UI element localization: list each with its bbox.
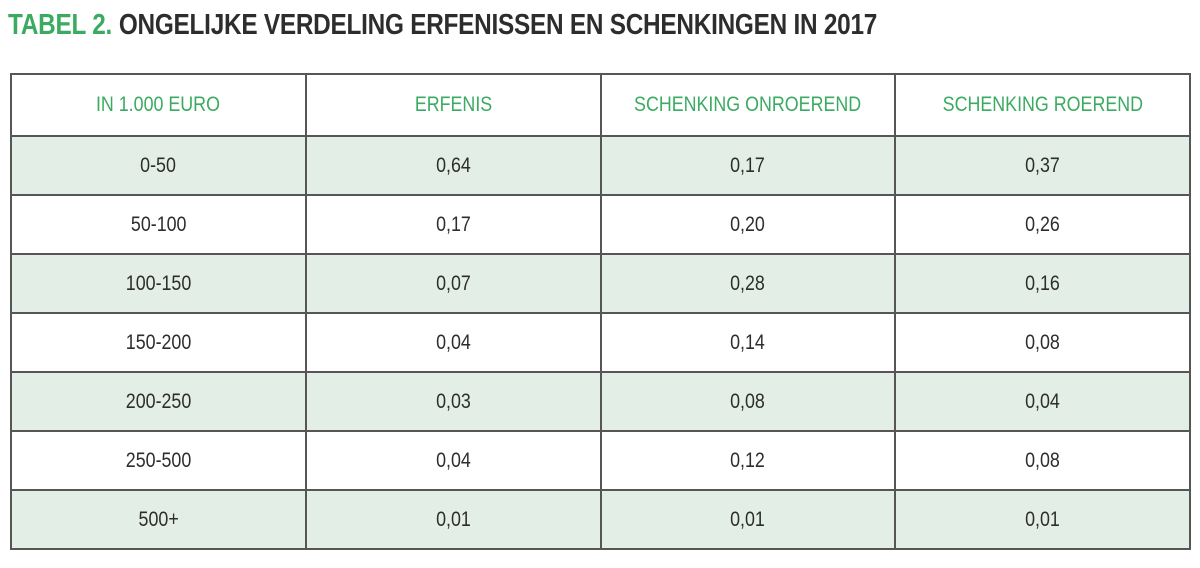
table-cell: 0,08 <box>894 430 1191 491</box>
cell-text: 0,03 <box>435 389 471 413</box>
table-body: 0-50 0,64 0,17 0,37 50-100 0,17 0,20 0,2… <box>10 135 1191 550</box>
table-row: 200-250 0,03 0,08 0,04 <box>10 371 1191 432</box>
cell-text: 0,37 <box>1025 153 1060 177</box>
cell-text: 0,08 <box>1025 330 1060 354</box>
row-label-cell: 0-50 <box>10 135 307 196</box>
row-label-cell: 50-100 <box>10 194 307 255</box>
table-cell: 0,28 <box>599 253 897 314</box>
table-cell: 0,17 <box>599 135 897 196</box>
figure-title-prefix: TABEL 2. <box>8 9 113 41</box>
table-cell: 0,04 <box>894 371 1191 432</box>
table-cell: 0,01 <box>599 489 897 550</box>
cell-text: 100-150 <box>125 271 192 295</box>
cell-text: 0,17 <box>730 153 766 177</box>
table-cell: 0,08 <box>599 371 897 432</box>
table-row: 100-150 0,07 0,28 0,16 <box>10 253 1191 314</box>
cell-text: 0,04 <box>435 448 471 472</box>
table-cell: 0,16 <box>894 253 1191 314</box>
table-cell: 0,26 <box>894 194 1191 255</box>
cell-text: 250-500 <box>125 448 192 472</box>
table-cell: 0,03 <box>304 371 602 432</box>
table-row: 250-500 0,04 0,12 0,08 <box>10 430 1191 491</box>
cell-text: 0,08 <box>1025 448 1060 472</box>
cell-text: 50-100 <box>130 212 187 236</box>
table-cell: 0,64 <box>304 135 602 196</box>
row-label-cell: 500+ <box>10 489 307 550</box>
row-label-cell: 100-150 <box>10 253 307 314</box>
column-header-schenking-roerend: SCHENKING ROEREND <box>894 73 1191 137</box>
table-cell: 0,12 <box>599 430 897 491</box>
table-row: 0-50 0,64 0,17 0,37 <box>10 135 1191 196</box>
column-header-in-1000-euro: IN 1.000 EURO <box>10 73 307 137</box>
row-label-cell: 200-250 <box>10 371 307 432</box>
header-text: IN 1.000 EURO <box>96 93 221 116</box>
header-row: IN 1.000 EURO ERFENIS SCHENKING ONROEREN… <box>10 73 1191 137</box>
table-cell: 0,04 <box>304 430 602 491</box>
header-text: SCHENKING ROEREND <box>942 93 1143 116</box>
cell-text: 0,08 <box>730 389 766 413</box>
table-cell: 0,14 <box>599 312 897 373</box>
table-row: 150-200 0,04 0,14 0,08 <box>10 312 1191 373</box>
table-cell: 0,07 <box>304 253 602 314</box>
figure-title-text: ONGELIJKE VERDELING ERFENISSEN EN SCHENK… <box>118 9 878 41</box>
table-row: 500+ 0,01 0,01 0,01 <box>10 489 1191 550</box>
cell-text: 200-250 <box>125 389 192 413</box>
cell-text: 0,20 <box>730 212 766 236</box>
cell-text: 0,01 <box>1025 507 1060 531</box>
cell-text: 0-50 <box>140 153 177 177</box>
table-cell: 0,08 <box>894 312 1191 373</box>
cell-text: 0,12 <box>730 448 766 472</box>
table-header: IN 1.000 EURO ERFENIS SCHENKING ONROEREN… <box>10 73 1191 137</box>
cell-text: 0,07 <box>435 271 471 295</box>
row-label-cell: 150-200 <box>10 312 307 373</box>
cell-text: 150-200 <box>125 330 192 354</box>
cell-text: 0,01 <box>730 507 766 531</box>
cell-text: 0,04 <box>1025 389 1060 413</box>
cell-text: 500+ <box>138 507 179 531</box>
column-header-schenking-onroerend: SCHENKING ONROEREND <box>599 73 897 137</box>
table-cell: 0,04 <box>304 312 602 373</box>
figure-title-inner: TABEL 2. ONGELIJKE VERDELING ERFENISSEN E… <box>8 9 878 42</box>
cell-text: 0,64 <box>435 153 471 177</box>
table-cell: 0,01 <box>304 489 602 550</box>
table-cell: 0,20 <box>599 194 897 255</box>
header-text: SCHENKING ONROEREND <box>634 93 862 116</box>
cell-text: 0,26 <box>1025 212 1060 236</box>
cell-text: 0,04 <box>435 330 471 354</box>
row-label-cell: 250-500 <box>10 430 307 491</box>
cell-text: 0,01 <box>435 507 471 531</box>
data-table: IN 1.000 EURO ERFENIS SCHENKING ONROEREN… <box>10 73 1191 550</box>
column-header-erfenis: ERFENIS <box>304 73 602 137</box>
cell-text: 0,14 <box>730 330 766 354</box>
table-cell: 0,37 <box>894 135 1191 196</box>
cell-text: 0,17 <box>435 212 471 236</box>
table-cell: 0,01 <box>894 489 1191 550</box>
table-cell: 0,17 <box>304 194 602 255</box>
figure-title: TABEL 2. ONGELIJKE VERDELING ERFENISSEN E… <box>8 9 1200 44</box>
cell-text: 0,16 <box>1025 271 1060 295</box>
header-text: ERFENIS <box>414 93 492 116</box>
table-row: 50-100 0,17 0,20 0,26 <box>10 194 1191 255</box>
cell-text: 0,28 <box>730 271 766 295</box>
